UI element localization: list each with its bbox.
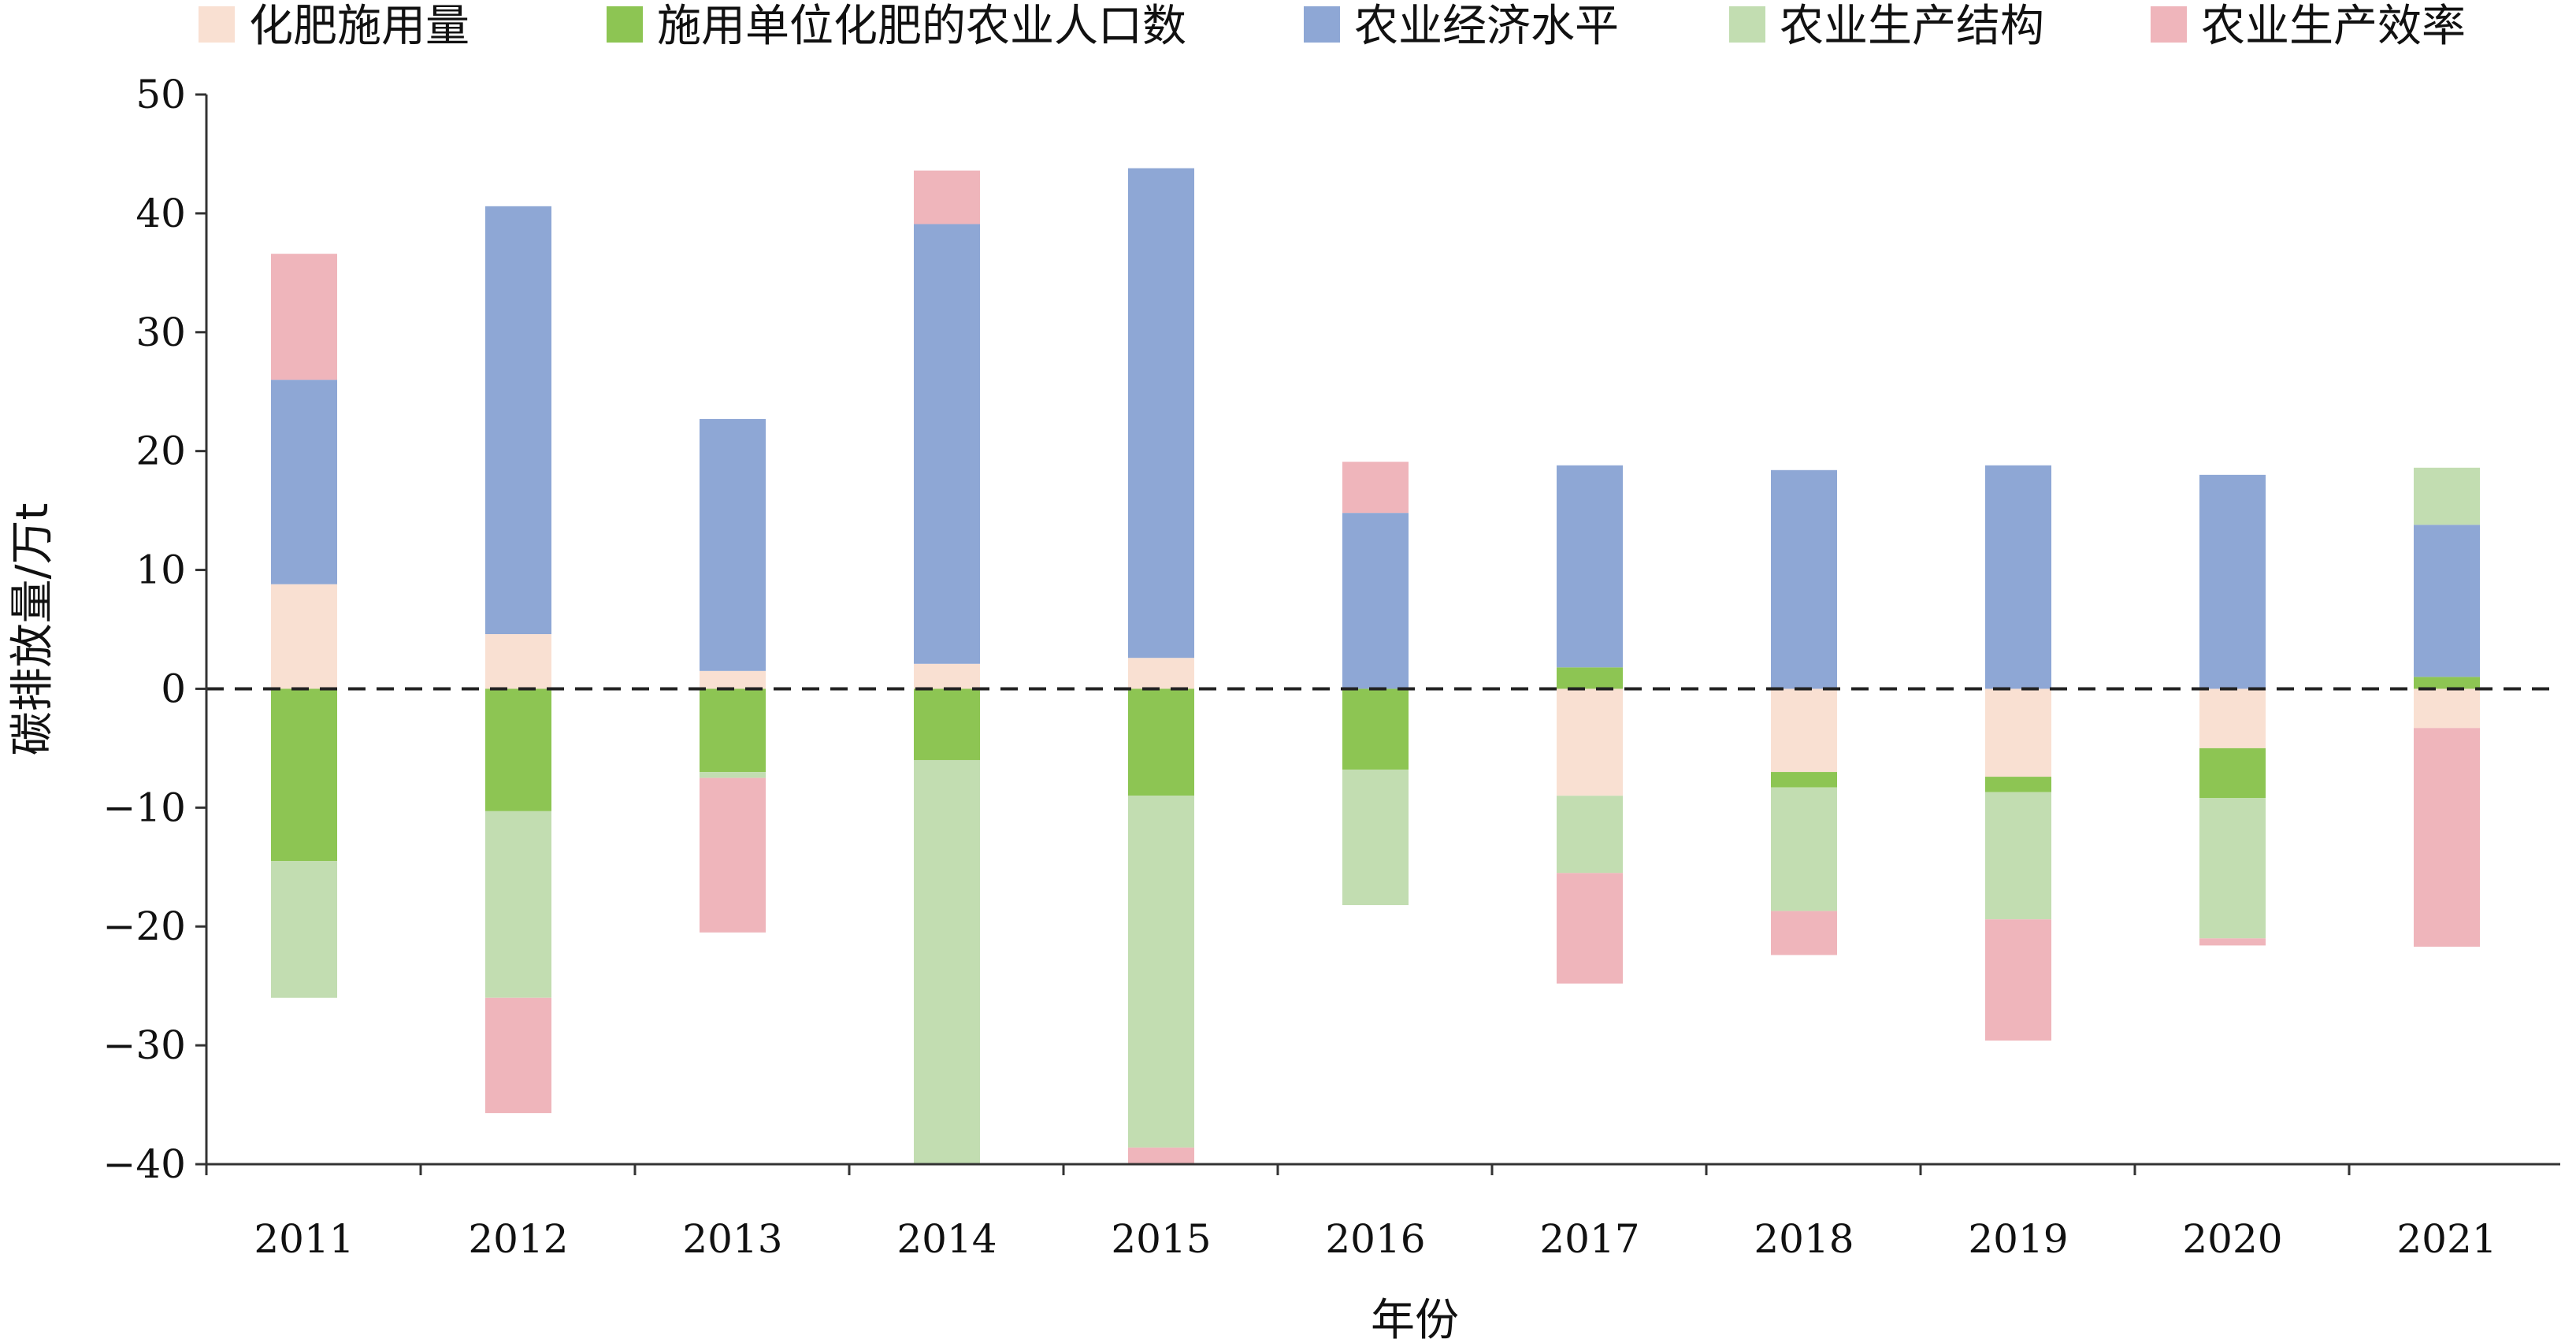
x-tick-label: 2014 [896,1216,997,1262]
bar-segment-2011-3 [271,861,337,998]
legend-swatch [1304,6,1340,43]
bar-segment-2021-4 [2414,728,2480,947]
y-tick-label: 10 [135,547,186,593]
legend-item-2: 农业经济水平 [1304,1,1619,52]
bar-segment-2016-1 [1342,688,1409,770]
legend-label: 农业经济水平 [1354,1,1619,52]
bar-segment-2018-0 [1771,688,1837,773]
bar-segment-2016-4 [1342,462,1409,514]
bar-segment-2015-3 [1128,796,1194,1148]
x-tick-label: 2011 [254,1216,354,1262]
bar-segment-2017-3 [1557,796,1623,874]
legend-label: 农业生产结构 [1780,1,2044,52]
bar-segment-2019-2 [1985,465,2051,689]
bar-segment-2014-2 [914,224,980,664]
x-ticks: 2011 2012 2013 2014 2015 2016 2017 2018 2019 2020… [205,1164,2497,1262]
legend-swatch [199,6,235,43]
x-axis-label: 年份 [1371,1295,1459,1343]
bar-segment-2018-3 [1771,787,1837,911]
x-tick-label: 2020 [2182,1216,2282,1262]
bar-segment-2015-1 [1128,688,1194,796]
bar-segment-2019-4 [1985,919,2051,1041]
legend-swatch [1729,6,1765,43]
bar-segment-2016-3 [1342,770,1409,906]
bar-segment-2014-4 [914,170,980,224]
bar-segment-2017-4 [1557,873,1623,984]
y-ticks: 50 40 30 20 10 0 −10 −20 −30 −40 [102,72,206,1187]
bar-segment-2016-2 [1342,513,1409,689]
y-tick-label: −10 [102,785,186,830]
x-tick-label: 2012 [468,1216,568,1262]
bar-segment-2017-2 [1557,465,1623,668]
bar-segment-2013-1 [700,688,766,773]
bar-segment-2014-3 [914,759,980,1164]
y-tick-label: −30 [102,1022,186,1068]
y-tick-label: 20 [135,428,186,474]
bar-segment-2019-1 [1985,777,2051,792]
bar-segment-2013-3 [700,772,766,778]
legend-label: 施用单位化肥的农业人口数 [657,1,1186,52]
bar-segment-2015-4 [1128,1147,1194,1164]
bar-segment-2017-1 [1557,667,1623,689]
y-tick-label: −20 [102,903,186,949]
x-tick-label: 2017 [1539,1216,1639,1262]
bar-segment-2013-4 [700,777,766,933]
legend-item-0: 化肥施用量 [199,1,470,52]
bar-segment-2017-0 [1557,688,1623,796]
bar-segment-2019-3 [1985,792,2051,920]
bar-segment-2020-0 [2199,688,2266,748]
bar-segment-2018-1 [1771,772,1837,788]
bar-segment-2011-4 [271,254,337,380]
bar-segment-2020-3 [2199,798,2266,939]
bar-segment-2014-1 [914,688,980,760]
bar-segment-2020-4 [2199,938,2266,946]
x-tick-label: 2018 [1754,1216,1854,1262]
bar-segment-2012-0 [485,634,551,689]
x-tick-label: 2021 [2396,1216,2496,1262]
bar-segment-2021-0 [2414,688,2480,729]
bar-segment-2012-3 [485,811,551,998]
legend-label: 化肥施用量 [249,1,470,52]
bar-segment-2015-2 [1128,168,1194,659]
bar-segment-2011-1 [271,688,337,862]
bar-segment-2019-0 [1985,688,2051,777]
bar-segment-2021-3 [2414,467,2480,525]
bar-segment-2014-0 [914,663,980,689]
bar-segment-2015-0 [1128,658,1194,689]
legend-label: 农业生产效率 [2201,1,2466,52]
bar-segment-2021-2 [2414,525,2480,677]
legend-swatch [607,6,643,43]
bar-segment-2013-2 [700,418,766,671]
bar-segment-2020-2 [2199,474,2266,689]
bar-segment-2011-0 [271,584,337,689]
y-tick-label: 0 [161,666,186,711]
bar-segment-2012-1 [485,688,551,811]
y-axis-label: 碳排放量/万t [7,503,58,756]
y-tick-label: 40 [135,191,186,236]
y-tick-label: 50 [135,72,186,117]
y-tick-label: 30 [135,310,186,355]
bars [271,168,2480,1164]
y-tick-label: −40 [102,1141,186,1187]
legend: 化肥施用量 施用单位化肥的农业人口数 农业经济水平 农业生产结构 农业生产效率 [199,1,2466,52]
x-tick-label: 2019 [1968,1216,2068,1262]
bar-segment-2020-1 [2199,748,2266,799]
bar-segment-2013-0 [700,670,766,689]
bar-segment-2012-4 [485,997,551,1114]
legend-item-1: 施用单位化肥的农业人口数 [607,1,1186,52]
bar-segment-2021-1 [2414,677,2480,689]
legend-item-3: 农业生产结构 [1729,1,2044,52]
bar-segment-2012-2 [485,206,551,635]
legend-swatch [2151,6,2187,43]
bar-segment-2018-4 [1771,911,1837,955]
x-tick-label: 2013 [682,1216,782,1262]
x-tick-label: 2016 [1325,1216,1425,1262]
legend-item-4: 农业生产效率 [2151,1,2466,52]
bar-segment-2011-2 [271,380,337,584]
x-tick-label: 2015 [1111,1216,1211,1262]
bar-segment-2018-2 [1771,469,1837,689]
